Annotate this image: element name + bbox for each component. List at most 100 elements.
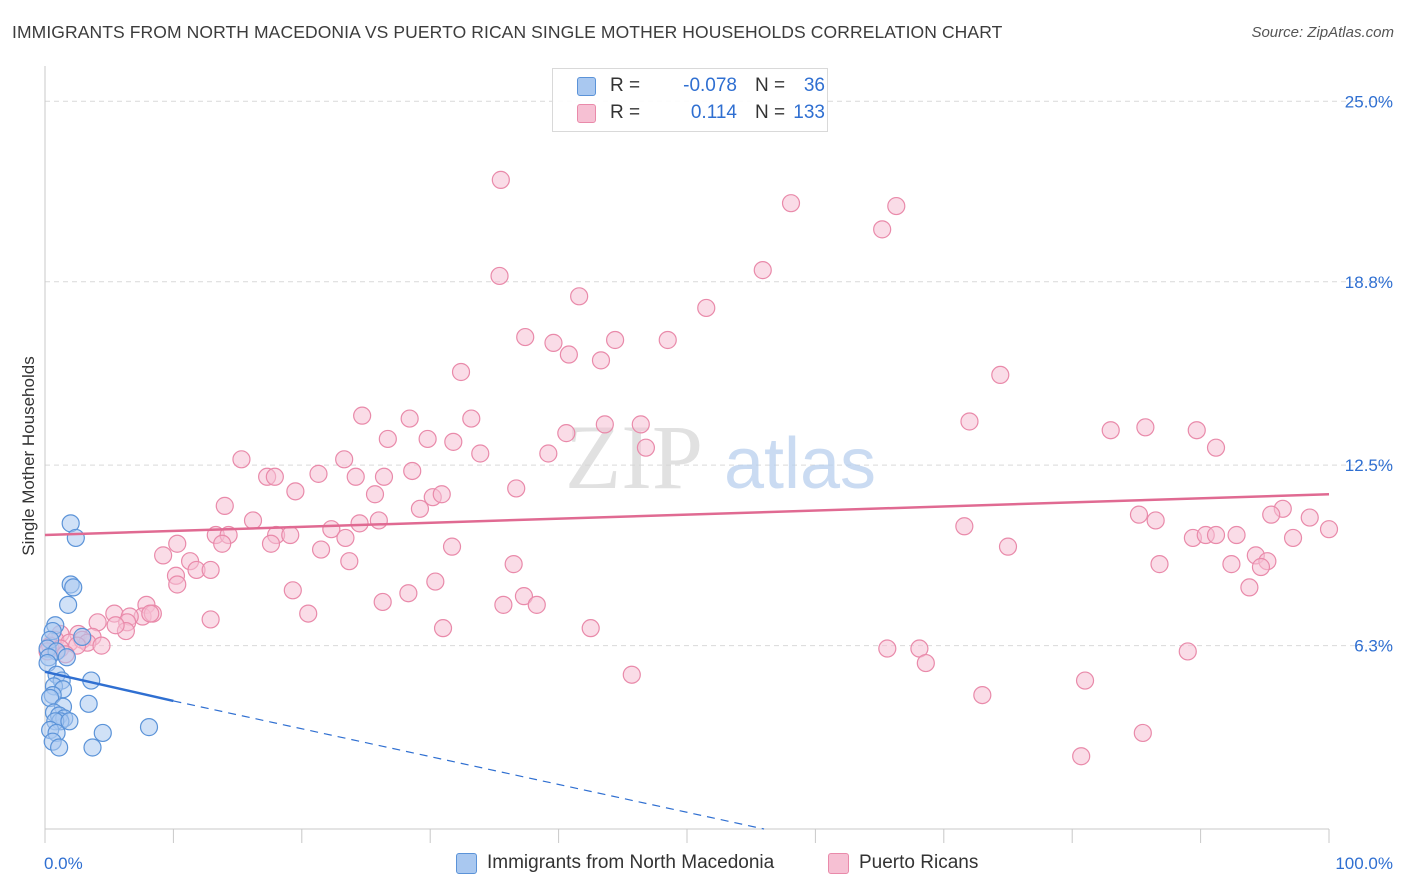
puerto-ricans-point: [1240, 578, 1259, 597]
north-macedonia-point: [57, 648, 76, 667]
puerto-ricans-point: [168, 534, 187, 553]
puerto-ricans-point: [516, 327, 535, 347]
puerto-ricans-point: [507, 479, 526, 498]
puerto-ricans-point: [433, 619, 453, 638]
north-macedonia-point: [93, 723, 112, 743]
legend-n-value: 36: [803, 75, 825, 96]
puerto-ricans-point: [106, 616, 125, 635]
puerto-ricans-point: [1319, 520, 1339, 539]
puerto-ricans-point: [141, 604, 160, 623]
series-north-macedonia-points: [38, 514, 159, 757]
legend-r-label: R =: [610, 102, 641, 123]
puerto-ricans-point: [353, 406, 372, 425]
puerto-ricans-point: [1136, 418, 1155, 437]
puerto-ricans-point: [286, 482, 305, 501]
puerto-ricans-point: [215, 496, 234, 515]
puerto-ricans-point: [1101, 421, 1120, 440]
puerto-ricans-point: [1072, 747, 1091, 766]
puerto-ricans-point: [369, 511, 388, 530]
puerto-ricans-point: [462, 409, 481, 428]
puerto-ricans-point: [281, 525, 300, 545]
puerto-ricans-point: [213, 534, 232, 553]
puerto-ricans-point: [490, 266, 509, 286]
puerto-ricans-point: [350, 514, 369, 533]
puerto-ricans-point: [960, 412, 979, 431]
puerto-ricans-point: [399, 584, 418, 603]
puerto-ricans-point: [471, 444, 490, 463]
puerto-ricans-point: [201, 560, 220, 580]
stats-legend: R = -0.078 N = 36 R = 0.114 N = 133: [552, 68, 828, 132]
puerto-ricans-point: [559, 345, 578, 364]
bottom-legend-label: Immigrants from North Macedonia: [487, 852, 775, 873]
puerto-ricans-point: [658, 330, 677, 350]
puerto-ricans-point: [622, 665, 641, 684]
y-tick-label: 12.5%: [1345, 456, 1393, 475]
puerto-ricans-point: [916, 653, 935, 673]
puerto-ricans-point: [887, 196, 906, 216]
grid-lines: [45, 100, 1393, 647]
series-puerto-ricans-points: [38, 170, 1339, 766]
puerto-ricans-point: [514, 587, 534, 606]
puerto-ricans-point: [557, 424, 576, 443]
north-macedonia-trend-extension: [173, 700, 765, 830]
tick-labels: 6.3% 12.5% 18.8% 25.0% 0.0% 100.0%: [44, 92, 1393, 873]
puerto-ricans-point: [504, 555, 523, 574]
puerto-ricans-point: [697, 298, 716, 318]
puerto-ricans-point: [544, 333, 563, 352]
puerto-ricans-point: [1150, 555, 1169, 574]
puerto-ricans-trend-line: [44, 493, 1330, 537]
puerto-ricans-point: [1227, 525, 1246, 545]
chart-title: IMMIGRANTS FROM NORTH MACEDONIA VS PUERT…: [12, 22, 1003, 42]
puerto-ricans-point: [1146, 511, 1165, 530]
puerto-ricans-point: [631, 415, 650, 434]
chart-source: Source: ZipAtlas.com: [1251, 24, 1394, 41]
y-axis-label: Single Mother Households: [19, 356, 38, 555]
puerto-ricans-point: [581, 619, 600, 638]
puerto-ricans-point: [1187, 421, 1206, 440]
puerto-ricans-point: [878, 639, 897, 658]
puerto-ricans-point: [232, 450, 251, 469]
puerto-ricans-point: [309, 464, 328, 483]
puerto-ricans-point: [299, 604, 318, 623]
puerto-ricans-point: [781, 194, 801, 213]
puerto-ricans-point: [591, 351, 611, 370]
puerto-ricans-point: [378, 429, 397, 449]
puerto-ricans-point: [1178, 642, 1197, 661]
puerto-ricans-point: [261, 534, 281, 553]
x-tick-label: 0.0%: [44, 854, 83, 873]
puerto-ricans-point: [365, 485, 385, 504]
puerto-ricans-point: [1206, 525, 1226, 545]
puerto-ricans-point: [426, 572, 445, 591]
north-macedonia-point: [50, 738, 69, 757]
north-macedonia-point: [59, 595, 78, 614]
y-tick-label: 25.0%: [1345, 92, 1393, 111]
puerto-ricans-point: [1283, 528, 1303, 548]
y-tick-label: 18.8%: [1345, 273, 1393, 292]
puerto-ricans-point: [636, 438, 656, 457]
legend-n-value: 133: [793, 102, 825, 123]
puerto-ricans-point: [373, 592, 392, 612]
puerto-ricans-point: [400, 409, 419, 428]
puerto-ricans-point: [605, 330, 625, 350]
puerto-ricans-point: [403, 461, 422, 481]
puerto-ricans-point: [92, 636, 111, 655]
puerto-ricans-point: [442, 537, 462, 556]
puerto-ricans-point: [1206, 438, 1226, 457]
puerto-ricans-point: [265, 467, 284, 486]
puerto-ricans-point: [973, 686, 992, 705]
puerto-ricans-point: [539, 444, 558, 463]
puerto-ricans-point: [346, 467, 365, 486]
legend-n-label: N =: [755, 102, 786, 123]
legend-swatch-blue: [577, 77, 596, 96]
puerto-ricans-point: [873, 220, 892, 239]
puerto-ricans-point: [991, 365, 1010, 385]
north-macedonia-point: [83, 738, 102, 757]
puerto-ricans-point: [410, 499, 430, 518]
legend-swatch-pink: [577, 104, 596, 123]
puerto-ricans-point: [1075, 671, 1095, 690]
north-macedonia-point: [79, 694, 98, 713]
puerto-ricans-point: [595, 415, 614, 434]
puerto-ricans-point: [168, 575, 187, 594]
puerto-ricans-point: [444, 432, 463, 451]
